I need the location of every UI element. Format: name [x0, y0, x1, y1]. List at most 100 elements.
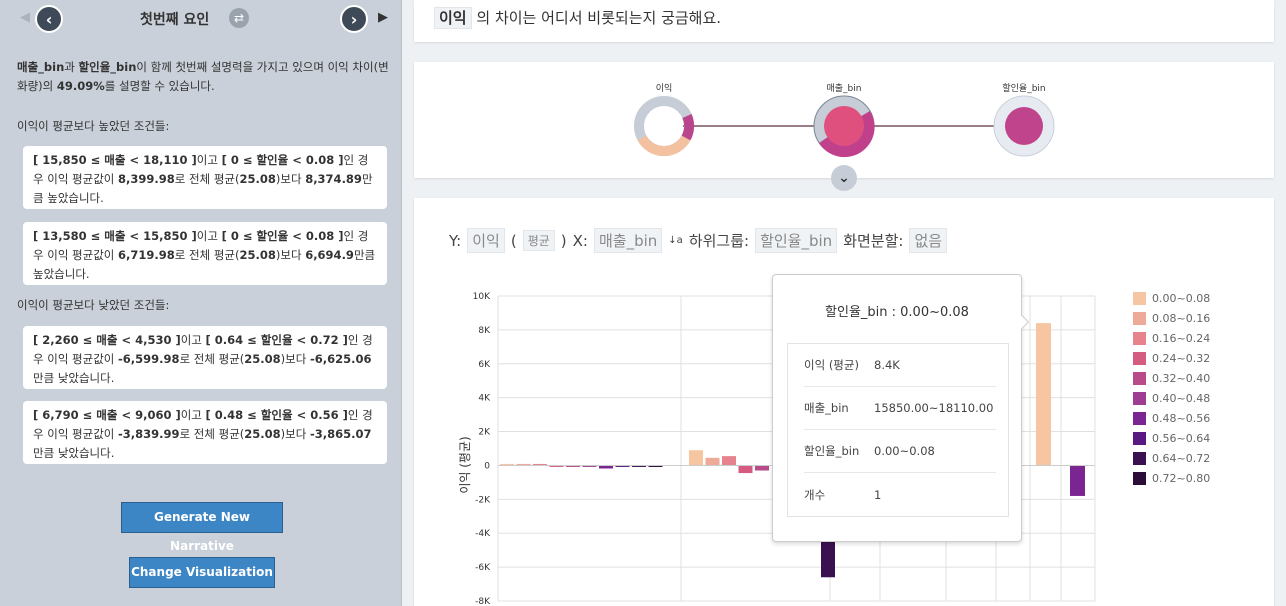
- split-label: 화면분할:: [843, 232, 904, 250]
- y-field-select[interactable]: 이익: [467, 228, 505, 253]
- condition-text: [ 0 ≤ 할인율 < 0.08 ]: [221, 229, 344, 243]
- legend-item[interactable]: 0.24~0.32: [1133, 348, 1210, 368]
- next-factor-button[interactable]: ›: [340, 5, 368, 33]
- low-conditions-label: 이익이 평균보다 낮았던 조건들:: [17, 298, 170, 312]
- tooltip-value: 8.4K: [874, 358, 900, 372]
- condition-text: 로 전체 평균(: [179, 427, 245, 441]
- legend-swatch: [1133, 431, 1146, 445]
- legend-item[interactable]: 0.72~0.80: [1133, 468, 1210, 488]
- condition-text: 8,374.89: [305, 172, 362, 186]
- change-visualization-button[interactable]: Change Visualization: [129, 557, 275, 588]
- tooltip-key: 개수: [804, 487, 826, 502]
- node-label: 매출_bin: [827, 83, 862, 94]
- tooltip-row: 할인율_bin 0.00~0.08: [804, 430, 996, 473]
- legend-label: 0.72~0.80: [1152, 471, 1211, 485]
- condition-text: 인 경우 이익 평균값이: [33, 229, 369, 262]
- tooltip-row: 매출_bin 15850.00~18110.00: [804, 387, 996, 430]
- legend-item[interactable]: 0.00~0.08: [1133, 288, 1210, 308]
- graph-node-sales-bin[interactable]: [813, 95, 875, 158]
- condition-text: 이고: [196, 229, 222, 243]
- tooltip: 할인율_bin : 0.00~0.08 이익 (평균) 8.4K 매출_bin 158…: [772, 274, 1030, 542]
- condition-text: 만큼 낮았습니다.: [33, 446, 115, 460]
- condition-text: 만큼 낮았습니다.: [33, 371, 115, 385]
- condition-text: [ 13,580 ≤ 매출 < 15,850 ]: [33, 229, 197, 243]
- condition-text: 로 전체 평균(: [179, 352, 245, 366]
- legend-item[interactable]: 0.32~0.40: [1133, 368, 1210, 388]
- graph-node-discount-bin[interactable]: [993, 95, 1055, 157]
- legend-item[interactable]: 0.64~0.72: [1133, 448, 1210, 468]
- next-arrow-icon[interactable]: ▶: [378, 10, 388, 25]
- encoding-controls: Y: 이익 (평균) X: 매출_bin ↓a 하위그룹: 할인율_bin 화면…: [449, 228, 948, 253]
- legend-item[interactable]: 0.40~0.48: [1133, 388, 1210, 408]
- question-bar: 이익 의 차이는 어디서 비롯되는지 궁금해요.: [414, 0, 1274, 42]
- subgroup-select[interactable]: 할인율_bin: [755, 228, 838, 253]
- y-label: Y:: [449, 231, 462, 250]
- question-text: 의 차이는 어디서 비롯되는지 궁금해요.: [476, 9, 722, 27]
- condition-text: [ 2,260 ≤ 매출 < 4,530 ]: [33, 333, 181, 347]
- condition-text: 이고: [196, 153, 222, 167]
- prev-arrow-icon[interactable]: ◀: [20, 10, 30, 25]
- condition-text: 만큼 높았습니다.: [33, 248, 376, 281]
- condition-text: )보다: [280, 427, 310, 441]
- condition-card: [ 15,850 ≤ 매출 < 18,110 ]이고 [ 0 ≤ 할인율 < 0…: [23, 146, 387, 209]
- legend-item[interactable]: 0.16~0.24: [1133, 328, 1210, 348]
- condition-text: 인 경우 이익 평균값이: [33, 153, 369, 186]
- condition-text: [ 0 ≤ 할인율 < 0.08 ]: [221, 153, 344, 167]
- condition-text: [ 6,790 ≤ 매출 < 9,060 ]: [33, 408, 181, 422]
- node-label: 이익: [656, 82, 673, 94]
- legend-item[interactable]: 0.08~0.16: [1133, 308, 1210, 328]
- subgroup-label: 하위그룹:: [688, 232, 750, 250]
- legend-swatch: [1133, 291, 1146, 305]
- condition-text: 로 전체 평균(: [174, 248, 240, 262]
- swap-icon[interactable]: ⇄: [229, 8, 249, 28]
- x-label: X:: [572, 231, 588, 250]
- legend-label: 0.00~0.08: [1152, 291, 1211, 305]
- condition-text: [ 15,850 ≤ 매출 < 18,110 ]: [33, 153, 197, 167]
- legend-item[interactable]: 0.48~0.56: [1133, 408, 1210, 428]
- legend: 0.00~0.08 0.08~0.16 0.16~0.24 0.24~0.32 0.32…: [1133, 288, 1210, 488]
- summary-text: 매출_bin과 할인율_bin이 함께 첫번째 설명력을 가지고 있으며 이익 …: [17, 60, 389, 93]
- condition-text: 25.08: [239, 172, 276, 186]
- legend-label: 0.56~0.64: [1152, 431, 1211, 445]
- condition-text: 이고: [180, 408, 206, 422]
- factor-graph: 이익 매출_bin 할인율_bin: [414, 62, 1274, 178]
- condition-text: -6,625.06: [309, 352, 372, 366]
- aggregation-select[interactable]: 평균: [522, 230, 555, 251]
- condition-card: [ 13,580 ≤ 매출 < 15,850 ]이고 [ 0 ≤ 할인율 < 0…: [23, 222, 387, 285]
- x-field-select[interactable]: 매출_bin: [594, 228, 663, 253]
- legend-swatch: [1133, 471, 1146, 485]
- condition-text: 25.08: [244, 352, 281, 366]
- narrative-panel: ◀ ‹ 첫번째 요인 ⇄ › ▶ 매출_bin과 할인율_bin이 함께 첫번째…: [0, 0, 402, 606]
- tooltip-row: 개수 1: [804, 473, 996, 516]
- expand-chevron-down-icon[interactable]: ⌄: [831, 165, 857, 191]
- graph-node-profit[interactable]: [634, 96, 695, 157]
- legend-swatch: [1133, 391, 1146, 405]
- tooltip-key: 매출_bin: [804, 401, 849, 415]
- condition-text: -6,599.98: [118, 352, 180, 366]
- split-select[interactable]: 없음: [909, 228, 948, 253]
- legend-item[interactable]: 0.56~0.64: [1133, 428, 1210, 448]
- high-conditions-label: 이익이 평균보다 높았던 조건들:: [17, 119, 170, 133]
- condition-text: 25.08: [244, 427, 281, 441]
- legend-label: 0.32~0.40: [1152, 371, 1211, 385]
- condition-text: [ 0.64 ≤ 할인율 < 0.72 ]: [205, 333, 348, 347]
- legend-label: 0.64~0.72: [1152, 451, 1211, 465]
- legend-swatch: [1133, 411, 1146, 425]
- condition-text: -3,839.99: [118, 427, 180, 441]
- tooltip-title: 할인율_bin : 0.00~0.08: [825, 305, 969, 320]
- tooltip-row: 이익 (평균) 8.4K: [804, 344, 996, 387]
- tooltip-key: 할인율_bin: [804, 444, 860, 458]
- generate-narrative-button[interactable]: Generate New Narrative: [121, 502, 283, 553]
- legend-swatch: [1133, 451, 1146, 465]
- condition-text: 8,399.98: [118, 172, 175, 186]
- legend-swatch: [1133, 371, 1146, 385]
- target-chip[interactable]: 이익: [434, 7, 472, 29]
- legend-label: 0.08~0.16: [1152, 311, 1211, 325]
- legend-swatch: [1133, 331, 1146, 345]
- condition-text: 25.08: [239, 248, 276, 262]
- sort-icon[interactable]: ↓a: [668, 235, 683, 246]
- tooltip-table: 이익 (평균) 8.4K 매출_bin 15850.00~18110.00 할인율_bi…: [787, 343, 1009, 517]
- prev-factor-button[interactable]: ‹: [35, 5, 63, 33]
- condition-text: )보다: [280, 352, 310, 366]
- condition-text: [ 0.48 ≤ 할인율 < 0.56 ]: [205, 408, 348, 422]
